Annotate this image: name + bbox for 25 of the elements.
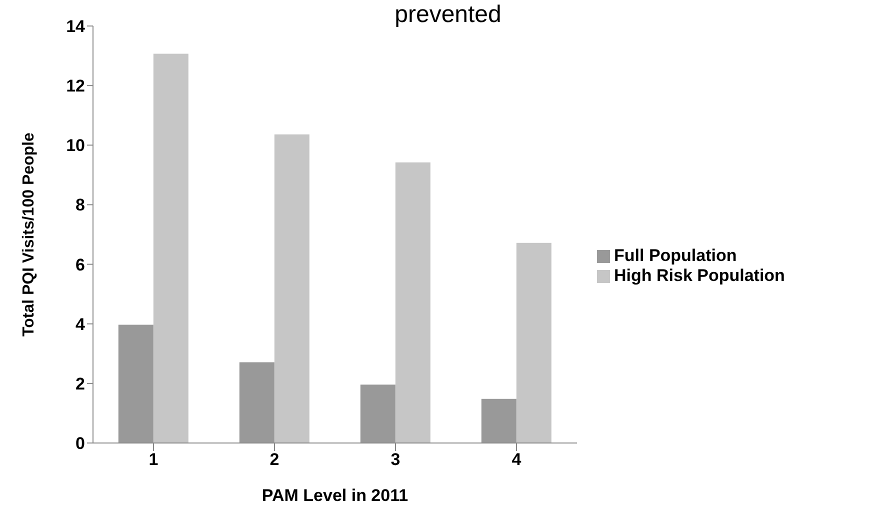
x-tick-label: 1: [148, 450, 158, 470]
y-tick-label: 10: [66, 136, 85, 156]
y-tick-label: 14: [66, 17, 86, 36]
y-tick-label: 4: [76, 314, 86, 334]
y-tick-label: 12: [66, 76, 85, 96]
bar: [118, 324, 154, 443]
chart-title: prevented: [394, 0, 502, 30]
bar: [274, 134, 310, 443]
x-tick-label: 4: [512, 450, 522, 470]
y-axis-title: Total PQI Visits/100 People: [20, 132, 38, 336]
y-tick-label: 6: [76, 255, 85, 274]
bar: [516, 242, 552, 443]
x-tick-label: 3: [390, 450, 400, 470]
x-tick-label: 2: [270, 450, 280, 470]
bar: [360, 384, 396, 443]
bar: [239, 362, 274, 443]
y-tick-label: 0: [76, 434, 85, 454]
bar: [153, 54, 188, 443]
y-tick-label: 2: [76, 374, 85, 394]
x-axis-title: PAM Level in 2011: [262, 486, 408, 505]
bar: [395, 162, 430, 443]
legend-label: High Risk Population: [614, 266, 785, 284]
legend-label: Full Population: [614, 246, 737, 264]
bar: [481, 398, 516, 443]
y-tick-label: 8: [76, 196, 85, 215]
